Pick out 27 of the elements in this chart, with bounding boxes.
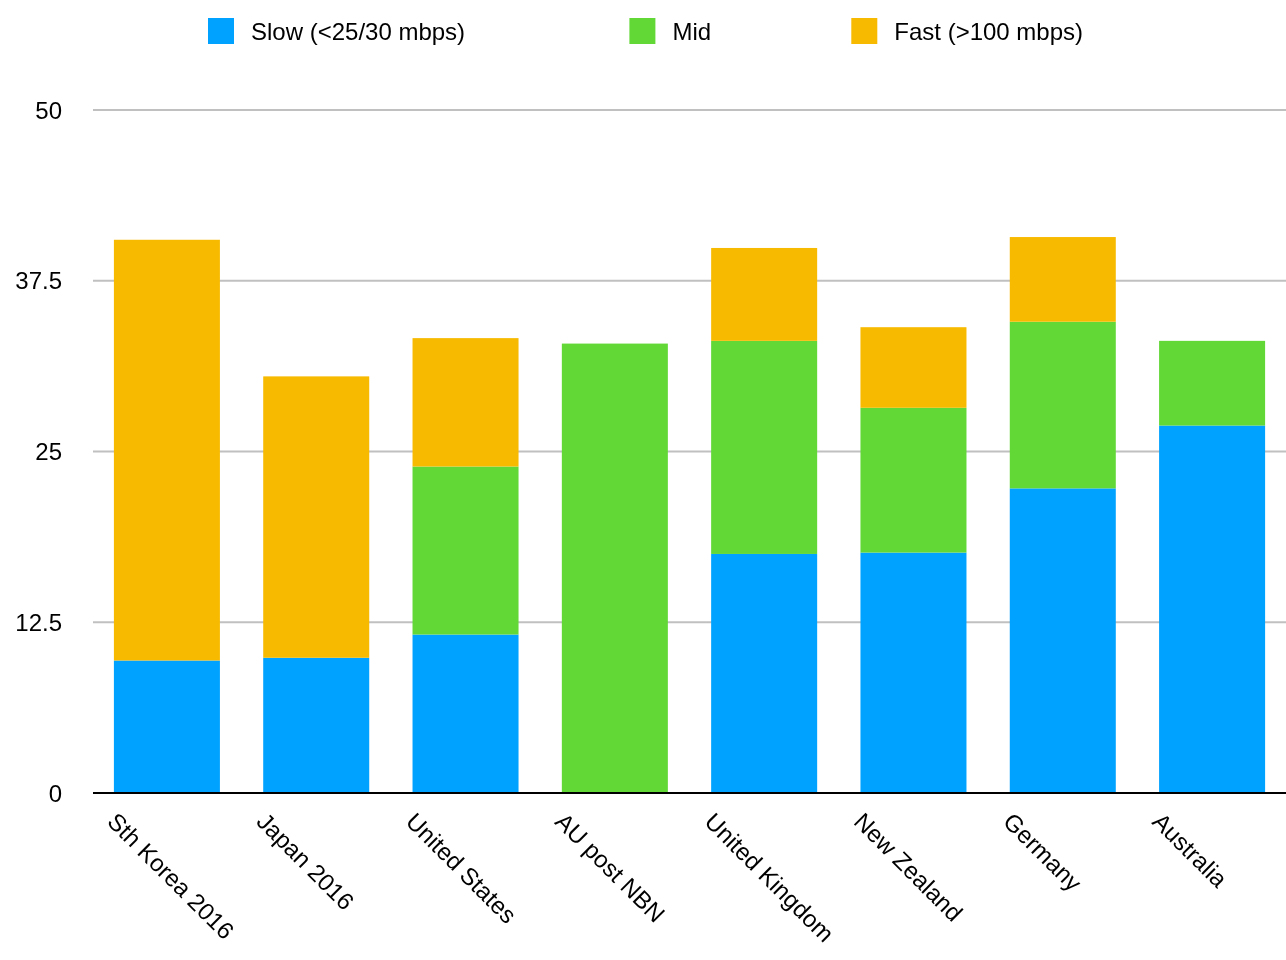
- bar: [860, 552, 967, 793]
- y-tick-label: 50: [35, 96, 62, 124]
- y-tick-label: 12.5: [15, 608, 62, 636]
- y-tick-label: 0: [48, 779, 62, 807]
- bar: [412, 466, 519, 635]
- bar: [1159, 340, 1266, 426]
- legend-label: Fast (>100 mbps): [894, 17, 1084, 45]
- y-tick-label: 25: [35, 438, 62, 465]
- bar: [860, 327, 967, 408]
- bar: [711, 340, 818, 554]
- bar: [412, 634, 519, 793]
- bar: [561, 343, 668, 793]
- legend-label: Mid: [672, 17, 712, 45]
- bar: [1009, 488, 1116, 793]
- y-tick-label: 37.5: [15, 267, 62, 295]
- bar: [1159, 425, 1266, 793]
- bar: [711, 247, 818, 341]
- bar: [860, 407, 967, 553]
- bar: [1009, 237, 1116, 322]
- bar: [412, 338, 519, 467]
- bar: [711, 553, 818, 793]
- legend-label: Slow (<25/30 mbps): [251, 17, 466, 45]
- bar: [263, 376, 370, 658]
- bar: [1009, 321, 1116, 489]
- bar: [263, 657, 370, 793]
- bar: [113, 239, 220, 661]
- bar: [113, 660, 220, 793]
